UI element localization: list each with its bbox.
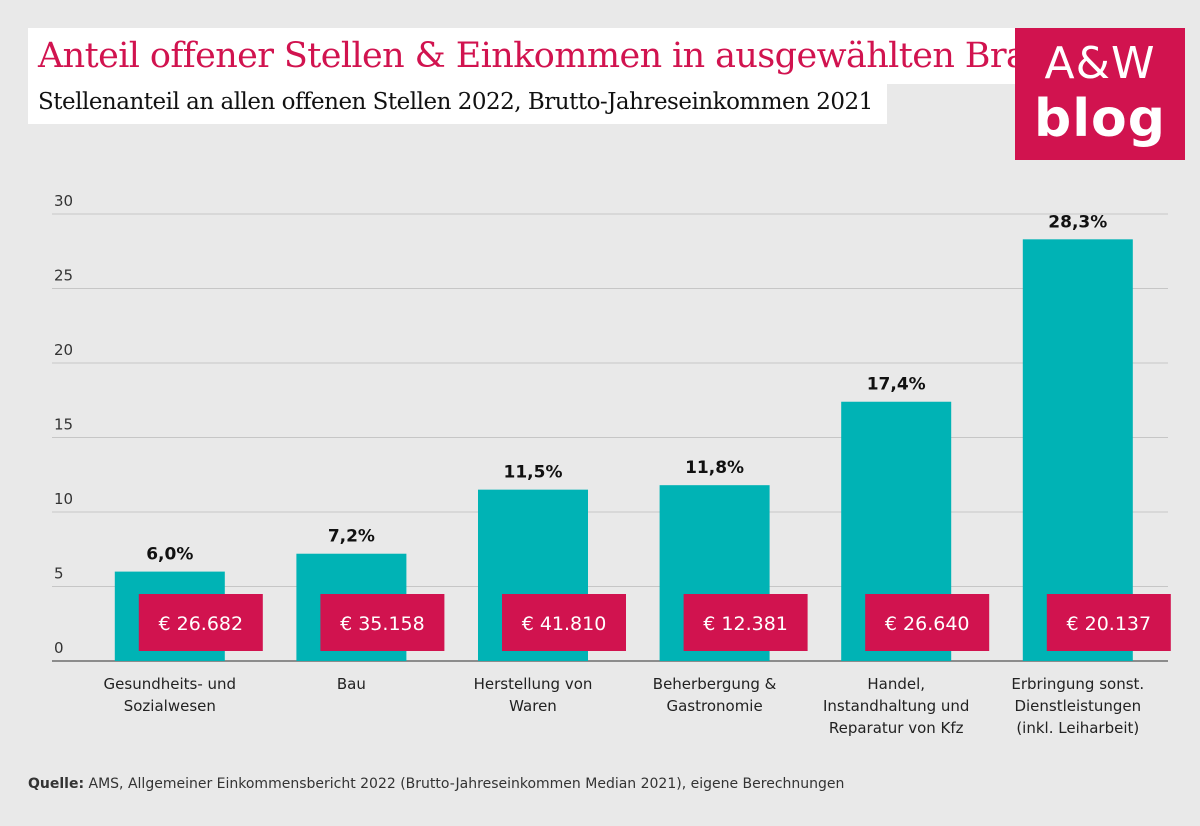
data-label: 17,4% <box>867 375 926 395</box>
source-text: AMS, Allgemeiner Einkommensbericht 2022 … <box>84 776 845 792</box>
data-label: 11,5% <box>504 463 563 483</box>
category-label: Handel, <box>867 675 925 693</box>
data-label: 6,0% <box>146 545 193 565</box>
income-label: € 41.810 <box>522 613 607 635</box>
income-badge <box>865 594 990 651</box>
income-badge <box>320 594 445 651</box>
category-label: Gesundheits- und <box>104 675 237 693</box>
category-label: Sozialwesen <box>124 697 216 715</box>
category-label: Beherbergung & <box>653 675 777 693</box>
income-badge <box>502 594 626 651</box>
category-label: Instandhaltung und <box>823 697 969 715</box>
data-label: 11,8% <box>685 458 744 478</box>
category-label: Gastronomie <box>666 697 762 715</box>
category-label: Herstellung von <box>474 675 593 693</box>
logo-line-1: A&W <box>1044 38 1156 89</box>
y-tick-label: 25 <box>54 267 73 285</box>
category-label: Bau <box>337 675 366 693</box>
data-label: 28,3% <box>1048 212 1107 232</box>
category-label: Erbringung sonst. <box>1011 675 1144 693</box>
y-tick-label: 15 <box>54 416 73 434</box>
income-label: € 26.640 <box>885 613 970 635</box>
category-label: (inkl. Leiharbeit) <box>1016 719 1139 737</box>
subtitle-box: Stellenanteil an allen offenen Stellen 2… <box>28 80 887 124</box>
data-label: 7,2% <box>328 527 375 547</box>
income-label: € 35.158 <box>340 613 425 635</box>
income-label: € 20.137 <box>1066 613 1151 635</box>
y-tick-label: 30 <box>54 192 73 210</box>
y-tick-label: 0 <box>54 639 64 657</box>
y-tick-label: 10 <box>54 490 73 508</box>
chart-subtitle: Stellenanteil an allen offenen Stellen 2… <box>38 89 873 115</box>
income-badge <box>138 594 263 651</box>
category-label: Waren <box>509 697 557 715</box>
category-label: Reparatur von Kfz <box>829 719 964 737</box>
aw-blog-logo: A&W blog <box>1015 28 1185 160</box>
title-box: Anteil offener Stellen & Einkommen in au… <box>28 28 1146 84</box>
chart-title: Anteil offener Stellen & Einkommen in au… <box>38 36 1132 76</box>
income-badge <box>1046 594 1171 651</box>
income-label: € 26.682 <box>158 613 243 635</box>
y-tick-label: 20 <box>54 341 73 359</box>
category-label: Dienstleistungen <box>1014 697 1141 715</box>
source-note: Quelle: AMS, Allgemeiner Einkommensberic… <box>28 776 844 792</box>
y-tick-label: 5 <box>54 565 64 583</box>
source-label: Quelle: <box>28 776 85 792</box>
income-label: € 12.381 <box>703 613 788 635</box>
income-badge <box>683 594 808 651</box>
logo-line-2: blog <box>1034 89 1166 149</box>
bar <box>1022 239 1133 661</box>
